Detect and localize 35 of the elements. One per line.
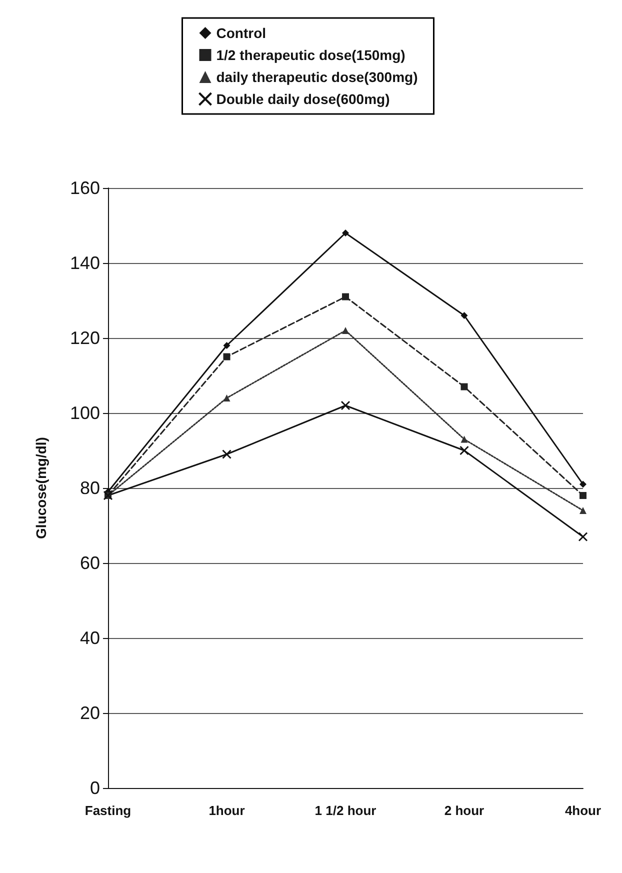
y-tick-label: 140 — [70, 253, 100, 273]
point — [580, 492, 586, 499]
x-tick-label: 2 hour — [444, 803, 484, 818]
point — [460, 436, 468, 443]
point — [223, 342, 230, 349]
point — [460, 446, 469, 456]
y-tick-label: 20 — [80, 703, 100, 723]
point — [580, 507, 586, 514]
point — [460, 383, 468, 390]
y-tick-label: 100 — [70, 403, 100, 423]
point — [342, 230, 349, 236]
legend-label: Control — [216, 25, 266, 41]
point — [223, 394, 230, 402]
y-tick-label: 60 — [80, 553, 100, 573]
y-tick-label: 160 — [70, 178, 100, 198]
point — [342, 293, 349, 300]
x-tick-label: Fasting — [84, 803, 132, 818]
y-tick-label: 0 — [90, 778, 100, 798]
point — [223, 353, 230, 360]
point — [460, 312, 468, 319]
y-tick-label: 120 — [70, 328, 100, 348]
y-tick-label: 40 — [80, 628, 100, 648]
y-axis-title: Glucose(mg/dl) — [33, 437, 49, 539]
legend-label: 1/2 therapeutic dose(150mg) — [216, 47, 406, 63]
point — [340, 400, 350, 410]
point — [222, 450, 232, 459]
point — [580, 480, 586, 488]
x-tick-label: 4hour — [564, 803, 602, 818]
legend-label: Double daily dose(600mg) — [216, 91, 390, 107]
x-tick-label: 1hour — [208, 803, 245, 818]
point — [342, 327, 349, 334]
x-tick-label: 1 1/2 hour — [314, 803, 376, 818]
point — [578, 532, 588, 542]
y-tick-label: 80 — [80, 478, 100, 498]
legend-label: daily therapeutic dose(300mg) — [216, 69, 418, 85]
